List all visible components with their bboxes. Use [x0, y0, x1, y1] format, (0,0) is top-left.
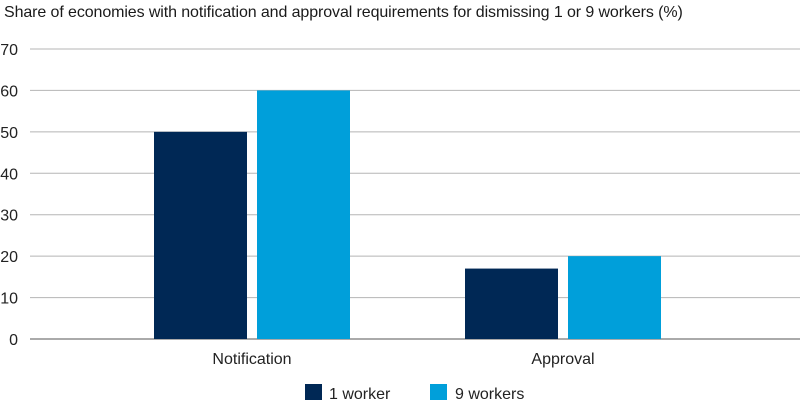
y-axis-ticks: 0 10 20 30 40 50 60 70 [0, 42, 18, 349]
x-category-label: Notification [212, 351, 291, 368]
bar-approval-9-workers [568, 256, 661, 339]
y-tick-label: 50 [0, 125, 18, 142]
y-tick-label: 70 [0, 42, 18, 59]
y-tick-label: 20 [0, 249, 18, 266]
x-category-label: Approval [531, 351, 594, 368]
legend-label: 9 workers [455, 386, 524, 400]
legend: 1 worker 9 workers [305, 384, 524, 400]
bar-notification-1-worker [154, 131, 247, 339]
y-tick-label: 10 [0, 291, 18, 308]
bars [154, 90, 661, 339]
legend-swatch [305, 384, 322, 400]
y-tick-label: 60 [0, 83, 18, 100]
y-tick-label: 30 [0, 208, 18, 225]
y-tick-label: 40 [0, 166, 18, 183]
bar-approval-1-worker [465, 268, 558, 339]
y-tick-label: 0 [9, 332, 18, 349]
gridlines [30, 48, 800, 340]
x-axis-categories: Notification Approval [212, 351, 594, 368]
legend-swatch [430, 384, 447, 400]
chart-title: Share of economies with notification and… [4, 4, 683, 21]
legend-label: 1 worker [329, 386, 391, 400]
bar-notification-9-workers [257, 90, 350, 339]
